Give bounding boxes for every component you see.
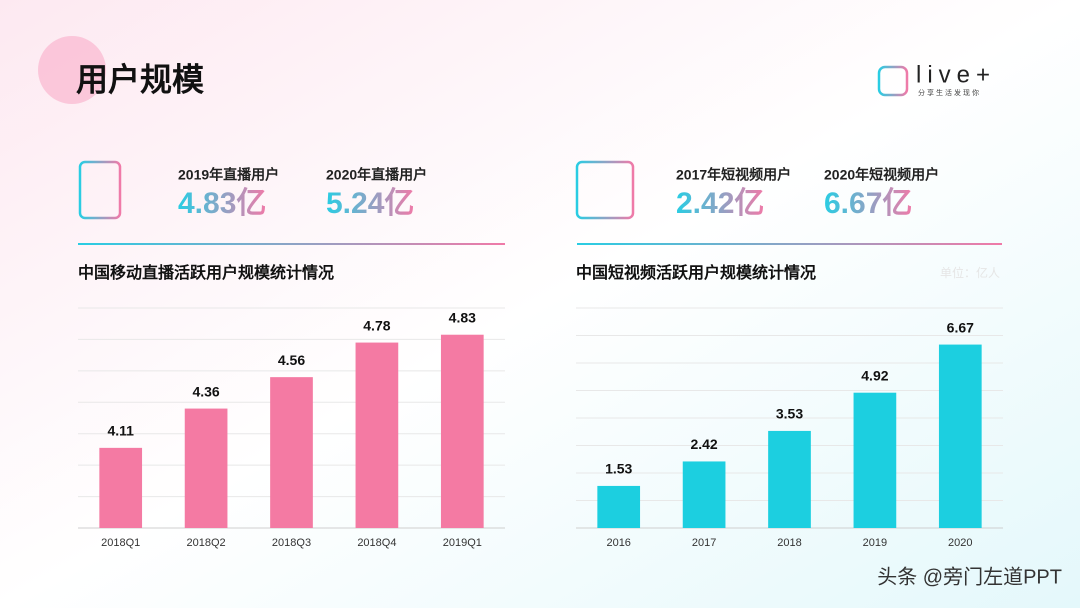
data-label: 4.92 [861, 367, 888, 383]
divider [577, 243, 1002, 245]
x-tick-label: 2019 [863, 537, 887, 549]
stat-label: 2020年直播用户 [326, 167, 427, 183]
stat-label: 2020年短视频用户 [824, 167, 939, 183]
chart-title: 中国移动直播活跃用户规模统计情况 [78, 263, 334, 282]
stat-value: 4.83亿 [178, 187, 266, 220]
data-label: 3.53 [776, 406, 803, 422]
stat-label: 2019年直播用户 [178, 167, 279, 183]
x-tick-label: 2017 [692, 537, 716, 549]
bar [682, 461, 726, 528]
bar [270, 377, 313, 528]
divider [78, 243, 505, 245]
stat-value: 5.24亿 [326, 187, 414, 220]
unit-note: 单位：亿人 [940, 265, 1000, 280]
x-tick-label: 2018Q1 [101, 537, 140, 549]
logo-slogan: 分享生活发现你 [918, 88, 981, 97]
bar [440, 334, 484, 528]
title-blob [38, 36, 106, 104]
x-tick-label: 2018 [777, 537, 801, 549]
x-tick-label: 2020 [948, 537, 972, 549]
live-icon [78, 160, 122, 220]
bar [938, 344, 982, 528]
x-tick-label: 2018Q3 [272, 537, 311, 549]
bar [597, 485, 641, 528]
x-tick-label: 2019Q1 [443, 537, 482, 549]
video-icon [575, 160, 635, 220]
data-label: 4.78 [363, 317, 390, 333]
watermark: 头条 @旁门左道PPT [877, 565, 1062, 588]
stat-value: 6.67亿 [824, 187, 912, 220]
x-tick-label: 2016 [606, 537, 630, 549]
page-title: 用户规模 [76, 61, 204, 97]
stat-value: 2.42亿 [676, 187, 764, 220]
data-label: 1.53 [605, 461, 632, 477]
logo-text: live+ [916, 61, 996, 88]
bar [355, 342, 399, 528]
data-label: 4.11 [107, 423, 134, 439]
bar [853, 392, 897, 528]
data-label: 4.83 [449, 309, 476, 325]
bar [768, 430, 811, 528]
data-label: 6.67 [947, 319, 974, 335]
x-tick-label: 2018Q2 [187, 537, 226, 549]
chart-title: 中国短视频活跃用户规模统计情况 [576, 263, 816, 282]
data-label: 4.56 [278, 352, 305, 368]
bar [184, 408, 228, 528]
bar [99, 447, 143, 528]
x-tick-label: 2018Q4 [357, 537, 396, 549]
logo-icon [877, 65, 909, 97]
stat-label: 2017年短视频用户 [676, 167, 791, 183]
data-label: 4.36 [192, 383, 219, 399]
data-label: 2.42 [690, 436, 717, 452]
